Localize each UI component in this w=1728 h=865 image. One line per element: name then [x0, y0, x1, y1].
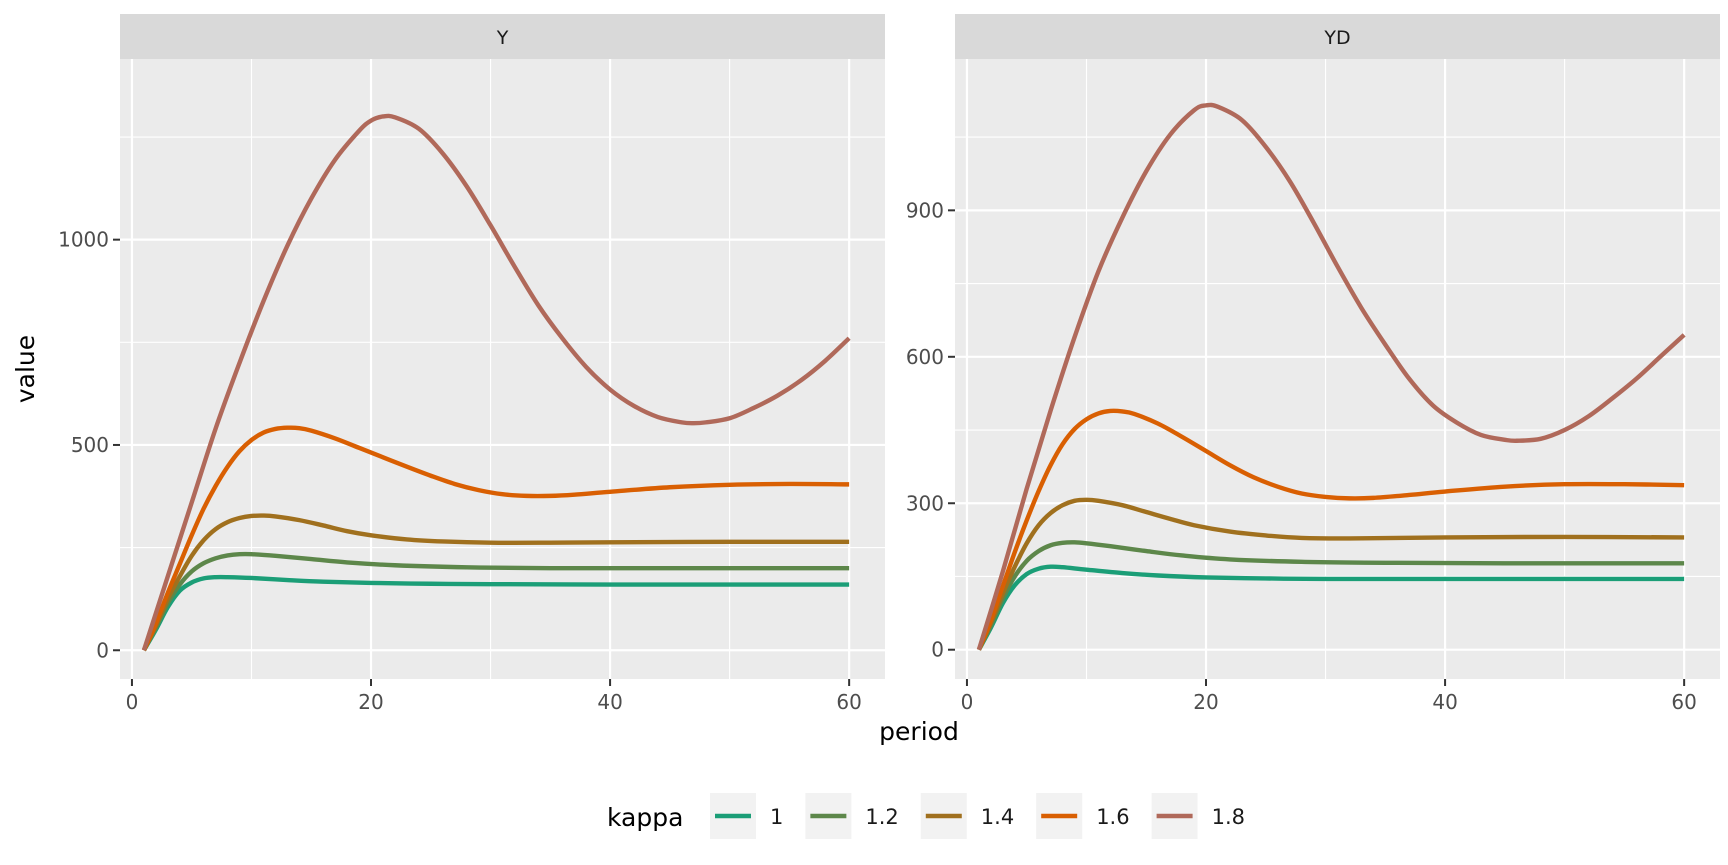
x-tick-label: 40: [1432, 690, 1457, 714]
series-line-kappa-1-2: [976, 540, 1685, 651]
y-tick-label: 600: [906, 345, 944, 369]
legend-label: 1.6: [1096, 805, 1129, 829]
panel-y: Y 0 20 40 60 0 500 1000: [58, 14, 885, 714]
legend-label: 1.8: [1212, 805, 1245, 829]
series-line-kappa-1-6: [141, 425, 850, 652]
legend-item-kappa-1-8: 1.8: [1151, 793, 1245, 839]
x-tick-label: 20: [1193, 690, 1218, 714]
legend-title: kappa: [607, 803, 683, 832]
panel-background: [955, 59, 1720, 679]
legend-label: 1: [770, 805, 783, 829]
legend-label: 1.4: [981, 805, 1014, 829]
y-tick-label: 0: [931, 638, 944, 662]
y-tick-label: 900: [906, 198, 944, 222]
legend-item-kappa-1-2: 1.2: [805, 793, 899, 839]
x-tick-label: 60: [836, 690, 861, 714]
x-axis-title: period: [879, 717, 959, 746]
x-tick-label: 20: [358, 690, 383, 714]
series-line-kappa-1-8: [976, 102, 1686, 651]
x-tick-label: 0: [961, 690, 974, 714]
series-line-kappa-1-4: [141, 513, 850, 652]
facet-strip: [955, 14, 1720, 59]
series-line-kappa-1: [142, 574, 850, 652]
x-tick-label: 60: [1671, 690, 1696, 714]
legend-item-kappa-1-4: 1.4: [920, 793, 1014, 839]
series-line-kappa-1-4: [976, 497, 1685, 651]
x-tick-label: 40: [597, 690, 622, 714]
facet-strip: [120, 14, 885, 59]
legend-item-kappa-1: 1: [710, 793, 783, 839]
facet-strip-label: Y: [496, 27, 509, 49]
series-line-kappa-1-6: [976, 408, 1685, 651]
legend-items: 1 1.2 1.4 1.6 1.8: [710, 793, 1245, 839]
y-axis-title: value: [11, 335, 40, 403]
facet-strip-label: YD: [1323, 27, 1350, 49]
y-tick-label: 1000: [58, 228, 109, 252]
y-tick-label: 300: [906, 491, 944, 515]
series-line-kappa-1-8: [141, 113, 851, 651]
y-tick-label: 500: [71, 433, 109, 457]
legend-item-kappa-1-6: 1.6: [1036, 793, 1130, 839]
series-line-kappa-1-2: [141, 551, 850, 652]
legend-label: 1.2: [865, 805, 898, 829]
series-line-kappa-1: [976, 564, 1685, 651]
y-tick-label: 0: [96, 638, 109, 662]
legend: kappa 1 1.2 1.4 1.6 1.8: [607, 793, 1245, 839]
x-tick-label: 0: [126, 690, 139, 714]
